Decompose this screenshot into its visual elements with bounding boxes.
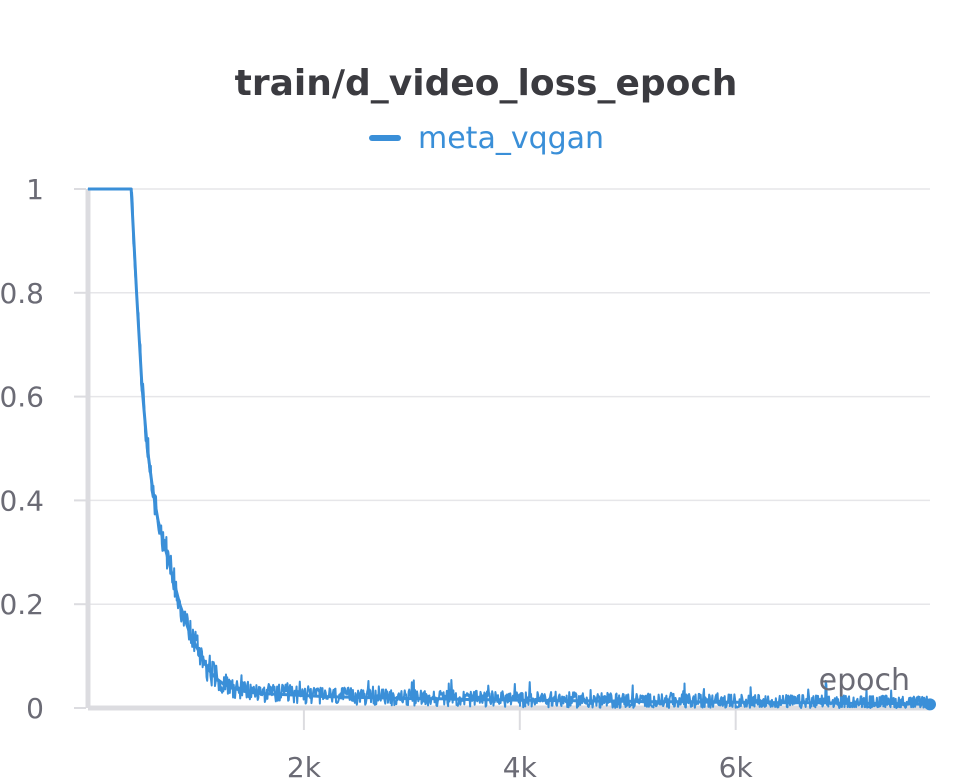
data-point bbox=[562, 700, 564, 702]
data-point bbox=[281, 694, 283, 696]
data-point bbox=[141, 385, 143, 387]
data-point bbox=[454, 698, 456, 700]
data-point bbox=[206, 665, 208, 667]
data-point bbox=[136, 292, 138, 294]
data-point bbox=[227, 685, 229, 687]
data-point bbox=[109, 188, 111, 190]
data-point bbox=[168, 562, 170, 564]
y-axis-ticks: 0 0.2 0.4 0.6 0.8 1 bbox=[0, 173, 86, 725]
data-point bbox=[670, 701, 672, 703]
data-point bbox=[476, 699, 478, 701]
axes bbox=[85, 189, 930, 711]
data-point bbox=[249, 691, 251, 693]
series-meta_vqgan bbox=[87, 187, 936, 711]
series-endpoint-marker[interactable] bbox=[924, 698, 936, 711]
data-point bbox=[238, 689, 240, 691]
data-point bbox=[211, 673, 213, 675]
data-point bbox=[222, 683, 224, 685]
data-point bbox=[497, 699, 499, 701]
data-point bbox=[324, 696, 326, 698]
legend[interactable]: meta_vqgan bbox=[369, 121, 604, 156]
data-point bbox=[735, 701, 737, 703]
data-point bbox=[778, 702, 780, 704]
data-point bbox=[157, 520, 159, 522]
chart-title: train/d_video_loss_epoch bbox=[235, 63, 738, 104]
data-point bbox=[648, 701, 650, 703]
data-point bbox=[195, 645, 197, 647]
data-point bbox=[584, 700, 586, 702]
data-point bbox=[843, 702, 845, 704]
x-tick-label: 6k bbox=[719, 751, 754, 783]
data-point bbox=[907, 703, 909, 705]
data-point bbox=[146, 448, 148, 449]
data-point bbox=[119, 188, 121, 190]
data-point bbox=[627, 700, 629, 702]
data-point bbox=[98, 188, 100, 190]
data-point bbox=[163, 541, 165, 543]
data-point bbox=[190, 634, 192, 636]
data-point bbox=[152, 489, 154, 491]
x-axis-ticks: 2k 4k 6k bbox=[287, 708, 754, 783]
data-point bbox=[130, 188, 132, 190]
data-point bbox=[540, 699, 542, 701]
data-point bbox=[87, 188, 89, 190]
data-point bbox=[368, 697, 370, 699]
series-line bbox=[88, 187, 931, 706]
data-point bbox=[864, 702, 866, 704]
data-point bbox=[260, 692, 262, 694]
data-point bbox=[799, 702, 801, 704]
data-point bbox=[389, 697, 391, 699]
data-point bbox=[173, 582, 175, 584]
data-point bbox=[303, 695, 305, 697]
data-point bbox=[346, 696, 348, 698]
data-point bbox=[292, 694, 294, 696]
data-point bbox=[519, 699, 521, 701]
y-tick-label: 0.8 bbox=[0, 277, 44, 310]
y-tick-label: 0.4 bbox=[0, 484, 44, 517]
data-point bbox=[432, 698, 434, 700]
data-point bbox=[713, 701, 715, 703]
data-point bbox=[233, 687, 235, 689]
grid bbox=[88, 188, 930, 709]
data-point bbox=[605, 700, 607, 702]
data-point bbox=[411, 698, 413, 700]
data-point bbox=[179, 603, 181, 605]
series-layer bbox=[87, 187, 936, 711]
y-tick-label: 0.2 bbox=[0, 588, 44, 621]
data-point bbox=[756, 701, 758, 703]
series-line-noisy bbox=[87, 188, 931, 709]
x-tick-label: 4k bbox=[503, 751, 538, 783]
data-point bbox=[692, 701, 694, 703]
data-point bbox=[184, 619, 186, 621]
y-tick-label: 0.6 bbox=[0, 381, 44, 414]
data-point bbox=[886, 702, 888, 704]
legend-label-meta-vqgan: meta_vqgan bbox=[418, 121, 604, 156]
y-tick-label: 0 bbox=[26, 692, 44, 725]
data-point bbox=[200, 655, 202, 657]
data-point bbox=[244, 690, 246, 692]
x-tick-label: 2k bbox=[287, 751, 322, 783]
data-point bbox=[271, 693, 273, 695]
x-axis-title: epoch bbox=[819, 663, 910, 698]
y-tick-label: 1 bbox=[26, 173, 44, 206]
data-point bbox=[217, 678, 219, 680]
data-point bbox=[821, 702, 823, 704]
